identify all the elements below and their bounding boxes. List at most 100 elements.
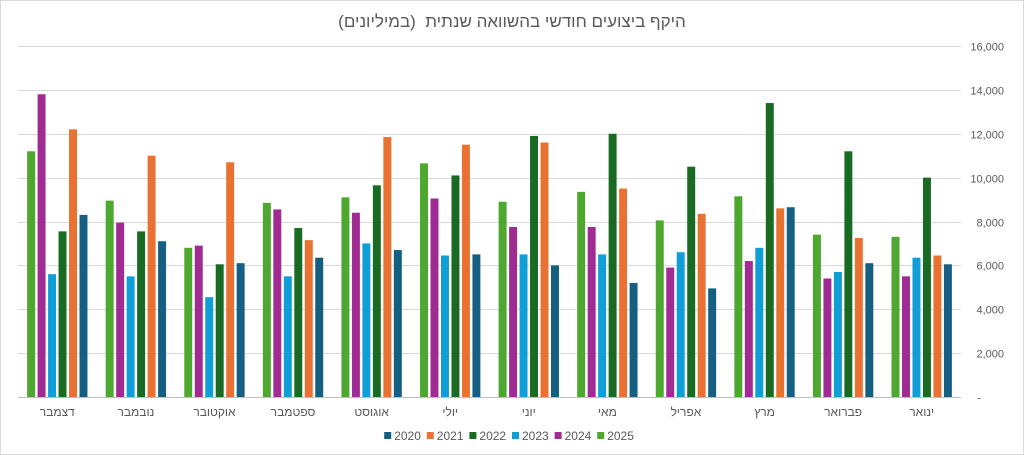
bar-2021-09 <box>304 240 313 397</box>
bar-2022-09 <box>294 228 303 397</box>
bar-2023-01 <box>912 257 921 397</box>
bar-2024-06 <box>509 226 518 397</box>
bar-2020-07 <box>472 254 481 397</box>
legend-label: 2021 <box>437 429 464 443</box>
bar-2021-03 <box>776 208 785 397</box>
bar-2020-08 <box>393 250 402 397</box>
bar-2020-10 <box>236 263 245 397</box>
bar-2024-03 <box>744 260 753 397</box>
legend-item: 2024 <box>554 429 592 443</box>
bar-2020-06 <box>551 265 559 398</box>
x-tick-label: מרץ <box>754 405 775 419</box>
bar-2025-02 <box>812 234 821 397</box>
bar-2021-02 <box>854 237 863 397</box>
bar-2020-11 <box>158 241 167 397</box>
bar-2020-12 <box>79 214 88 397</box>
bar-2023-07 <box>440 255 449 397</box>
bar-2021-12 <box>69 129 77 398</box>
x-axis-labels: ינואר פברואר מרץ אפריל מאי יוני יולי אוגוסט ספטמ… <box>40 405 934 419</box>
legend-label: 2022 <box>479 429 506 443</box>
bar-2025-12 <box>27 151 36 397</box>
bar-2025-10 <box>184 247 193 397</box>
bar-2022-02 <box>844 151 853 397</box>
x-tick-label: יוני <box>522 405 536 419</box>
bar-2022-10 <box>215 264 224 397</box>
x-tick-label: דצמבר <box>40 405 75 419</box>
y-axis-labels: - 2,000 4,000 6,000 8,000 10,000 12,000 14,000 1… <box>970 42 1004 405</box>
bar-2024-05 <box>587 226 596 397</box>
bar-2023-02 <box>833 271 842 397</box>
bar-2025-11 <box>105 200 114 397</box>
bar-2020-04 <box>708 288 717 397</box>
gridlines <box>18 46 961 354</box>
bar-2023-11 <box>126 276 135 397</box>
y-tick-label: 14,000 <box>970 86 1004 98</box>
legend-item: 2020 <box>384 429 421 443</box>
bar-2022-07 <box>451 175 460 397</box>
bar-2021-08 <box>383 137 392 398</box>
bar-2022-08 <box>372 185 381 397</box>
legend-marker-2021 <box>426 432 434 439</box>
legend-item: 2025 <box>597 429 634 443</box>
legend-label: 2020 <box>394 429 421 443</box>
legend-item: 2021 <box>426 429 464 443</box>
bar-2022-11 <box>137 231 146 397</box>
chart-title: היקף ביצועים חודשי בהשוואה שנתית (במיליו… <box>338 12 686 31</box>
bar-2024-09 <box>273 209 282 397</box>
bar-2023-09 <box>283 276 292 397</box>
bar-2023-10 <box>205 297 214 397</box>
x-tick-label: יולי <box>442 405 458 419</box>
bar-2022-06 <box>530 135 539 397</box>
bar-2023-08 <box>362 243 371 397</box>
bar-2021-11 <box>147 155 156 397</box>
bar-2025-08 <box>341 197 350 397</box>
legend-marker-2022 <box>469 432 477 439</box>
y-tick-label: - <box>977 393 981 405</box>
legend-label: 2024 <box>565 429 592 443</box>
bar-2024-04 <box>666 267 675 397</box>
legend-marker-2020 <box>384 432 392 439</box>
x-tick-label: אפריל <box>671 405 702 419</box>
bar-2020-05 <box>629 282 638 397</box>
bar-2022-01 <box>922 177 931 398</box>
legend-item: 2023 <box>512 429 549 443</box>
bar-2024-08 <box>351 212 360 397</box>
bars <box>27 94 952 398</box>
bar-2025-09 <box>262 202 271 397</box>
x-tick-label: מאי <box>598 405 617 419</box>
y-tick-label: 8,000 <box>976 218 1004 230</box>
x-tick-label: אוגוסט <box>354 405 389 419</box>
bar-2024-01 <box>902 276 910 397</box>
bar-2020-01 <box>943 264 952 397</box>
bar-2020-09 <box>315 257 324 397</box>
y-tick-label: 6,000 <box>976 261 1004 273</box>
y-tick-label: 4,000 <box>976 305 1004 317</box>
bar-2025-05 <box>577 191 586 397</box>
bar-2023-06 <box>519 254 528 397</box>
legend-label: 2025 <box>607 429 634 443</box>
x-tick-label: פברואר <box>824 405 862 419</box>
bar-2021-10 <box>226 162 235 397</box>
bar-2021-01 <box>933 255 942 397</box>
y-tick-label: 12,000 <box>970 130 1004 142</box>
x-tick-label: ינואר <box>909 405 934 419</box>
bar-2022-03 <box>765 103 774 397</box>
bar-2021-07 <box>461 144 470 397</box>
legend-item: 2022 <box>469 429 506 443</box>
bar-2021-06 <box>540 142 549 397</box>
bar-2024-02 <box>823 278 832 397</box>
x-tick-label: אוקטובר <box>193 405 236 419</box>
bar-2022-04 <box>687 166 696 397</box>
legend-label: 2023 <box>522 429 549 443</box>
bar-2023-04 <box>676 252 685 397</box>
bar-2024-11 <box>116 222 125 397</box>
bar-2022-05 <box>608 133 617 397</box>
bar-2020-03 <box>786 207 795 397</box>
legend-marker-2025 <box>597 432 605 439</box>
bar-2024-07 <box>430 198 439 397</box>
legend-marker-2023 <box>512 432 519 439</box>
y-tick-label: 10,000 <box>970 174 1004 186</box>
bar-2023-05 <box>598 254 607 397</box>
